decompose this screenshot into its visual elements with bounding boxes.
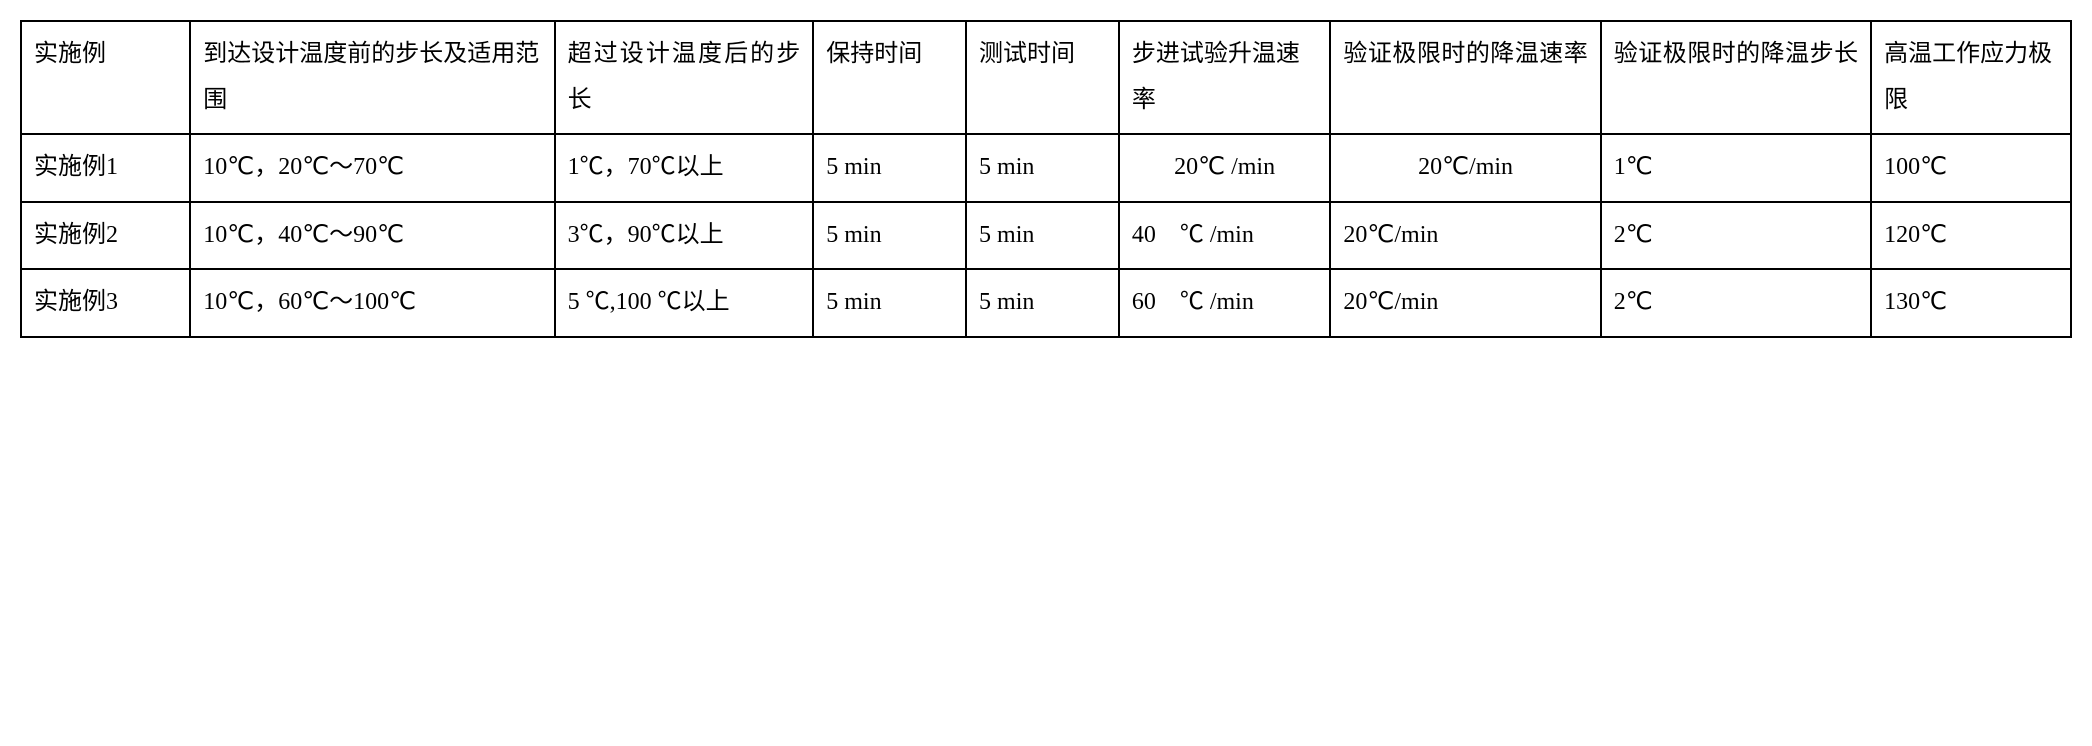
cell-hold-time: 5 min [813, 202, 966, 270]
cell-cool-step: 2℃ [1601, 202, 1871, 270]
cell-step-before: 10℃，20℃～70℃ [190, 134, 554, 202]
cell-test-time: 5 min [966, 269, 1119, 337]
table-header-row: 实施例 到达设计温度前的步长及适用范围 超过设计温度后的步长 保持时间 测试时间… [21, 21, 2071, 134]
header-cell: 到达设计温度前的步长及适用范围 [190, 21, 554, 134]
table-row: 实施例2 10℃，40℃～90℃ 3℃，90℃以上 5 min 5 min 40… [21, 202, 2071, 270]
cell-ramp-rate: 20℃ /min [1119, 134, 1331, 202]
table-row: 实施例3 10℃，60℃～100℃ 5 ℃,100 ℃以上 5 min 5 mi… [21, 269, 2071, 337]
row-label: 实施例2 [21, 202, 190, 270]
cell-hold-time: 5 min [813, 134, 966, 202]
cell-cool-rate: 20℃/min [1330, 202, 1600, 270]
cell-limit: 120℃ [1871, 202, 2071, 270]
header-cell: 超过设计温度后的步长 [555, 21, 814, 134]
header-cell: 测试时间 [966, 21, 1119, 134]
header-cell: 保持时间 [813, 21, 966, 134]
header-cell: 验证极限时的降温步长 [1601, 21, 1871, 134]
cell-step-before: 10℃，60℃～100℃ [190, 269, 554, 337]
cell-hold-time: 5 min [813, 269, 966, 337]
header-cell: 步进试验升温速率 [1119, 21, 1331, 134]
cell-step-after: 5 ℃,100 ℃以上 [555, 269, 814, 337]
cell-cool-step: 2℃ [1601, 269, 1871, 337]
cell-cool-rate: 20℃/min [1330, 269, 1600, 337]
row-label: 实施例3 [21, 269, 190, 337]
cell-limit: 130℃ [1871, 269, 2071, 337]
cell-test-time: 5 min [966, 202, 1119, 270]
header-cell: 高温工作应力极限 [1871, 21, 2071, 134]
cell-cool-rate: 20℃/min [1330, 134, 1600, 202]
cell-step-before: 10℃，40℃～90℃ [190, 202, 554, 270]
experiment-table: 实施例 到达设计温度前的步长及适用范围 超过设计温度后的步长 保持时间 测试时间… [20, 20, 2072, 338]
row-label: 实施例1 [21, 134, 190, 202]
cell-ramp-rate: 60 ℃ /min [1119, 269, 1331, 337]
cell-test-time: 5 min [966, 134, 1119, 202]
header-cell: 实施例 [21, 21, 190, 134]
cell-cool-step: 1℃ [1601, 134, 1871, 202]
cell-ramp-rate: 40 ℃ /min [1119, 202, 1331, 270]
header-cell: 验证极限时的降温速率 [1330, 21, 1600, 134]
cell-step-after: 1℃，70℃以上 [555, 134, 814, 202]
table-row: 实施例1 10℃，20℃～70℃ 1℃，70℃以上 5 min 5 min 20… [21, 134, 2071, 202]
cell-step-after: 3℃，90℃以上 [555, 202, 814, 270]
cell-limit: 100℃ [1871, 134, 2071, 202]
